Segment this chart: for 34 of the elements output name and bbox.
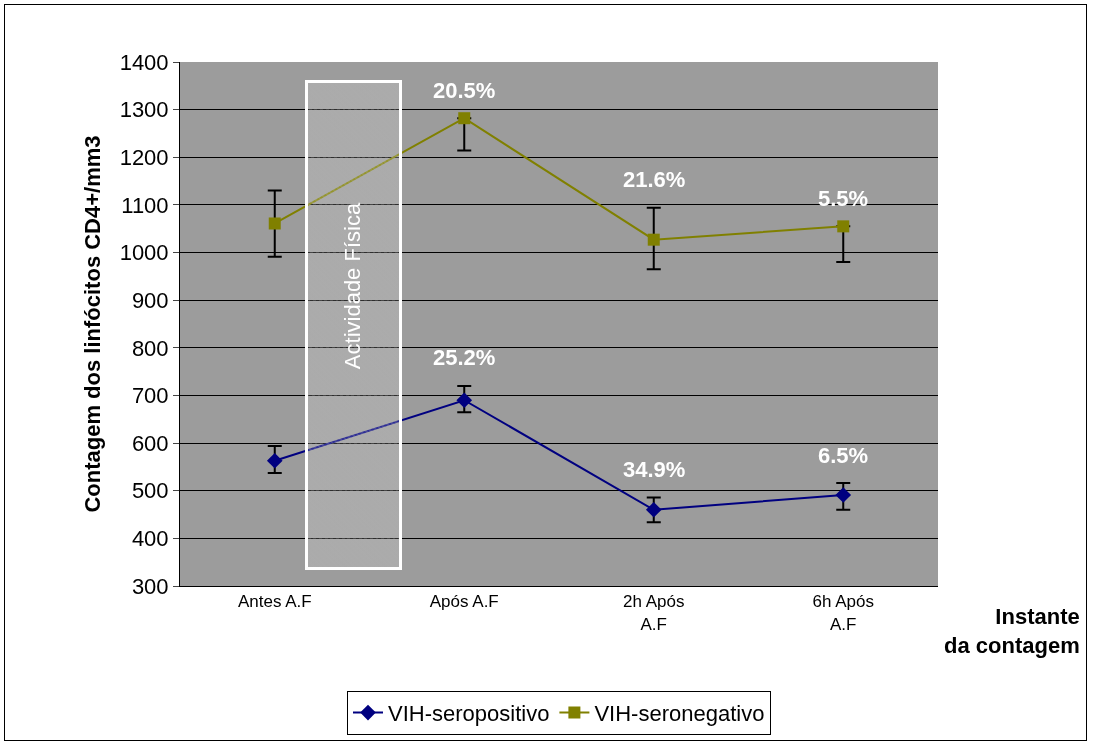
- y-tick-label: 1100: [121, 192, 169, 218]
- y-tick-label: 800: [131, 335, 169, 361]
- y-tick-label: 1000: [119, 240, 169, 266]
- annotation: 21.6%: [623, 167, 686, 192]
- point: [837, 220, 850, 233]
- x-axis-title: Instante da contagem: [944, 604, 1080, 658]
- annotation: 25.2%: [433, 345, 496, 370]
- point: [645, 501, 662, 518]
- x-tick-label: 2h Após A.F: [623, 592, 685, 634]
- y-tick-label: 700: [131, 383, 169, 409]
- annotation: Actividade Física: [340, 202, 367, 370]
- y-tick-label: 1400: [119, 49, 169, 75]
- point: [835, 487, 852, 503]
- y-tick-label: 500: [131, 478, 169, 504]
- y-tick-label: 1300: [119, 97, 169, 123]
- point: [458, 112, 471, 125]
- point: [647, 233, 660, 246]
- y-tick-label: 900: [131, 287, 169, 313]
- legend-label: VIH-seronegativo: [594, 701, 765, 727]
- annotation: 6.5%: [818, 443, 869, 468]
- legend-label: VIH-seropositivo: [388, 701, 550, 727]
- x-tick-label: Após A.F: [429, 592, 499, 612]
- y-tick-label: 400: [131, 526, 169, 552]
- point: [456, 392, 473, 409]
- annotation: 20.5%: [433, 78, 496, 103]
- annotation: 34.9%: [623, 457, 686, 482]
- point: [266, 452, 283, 469]
- x-tick-label: Antes A.F: [237, 592, 312, 612]
- y-tick-label: 1200: [119, 144, 169, 170]
- x-tick-label: 6h Após A.F: [812, 592, 874, 634]
- point: [268, 217, 281, 230]
- y-axis-title: Contagem dos linfócitos CD4+/mm3: [80, 135, 106, 513]
- y-tick-label: 300: [131, 573, 169, 599]
- y-tick-label: 600: [131, 430, 169, 456]
